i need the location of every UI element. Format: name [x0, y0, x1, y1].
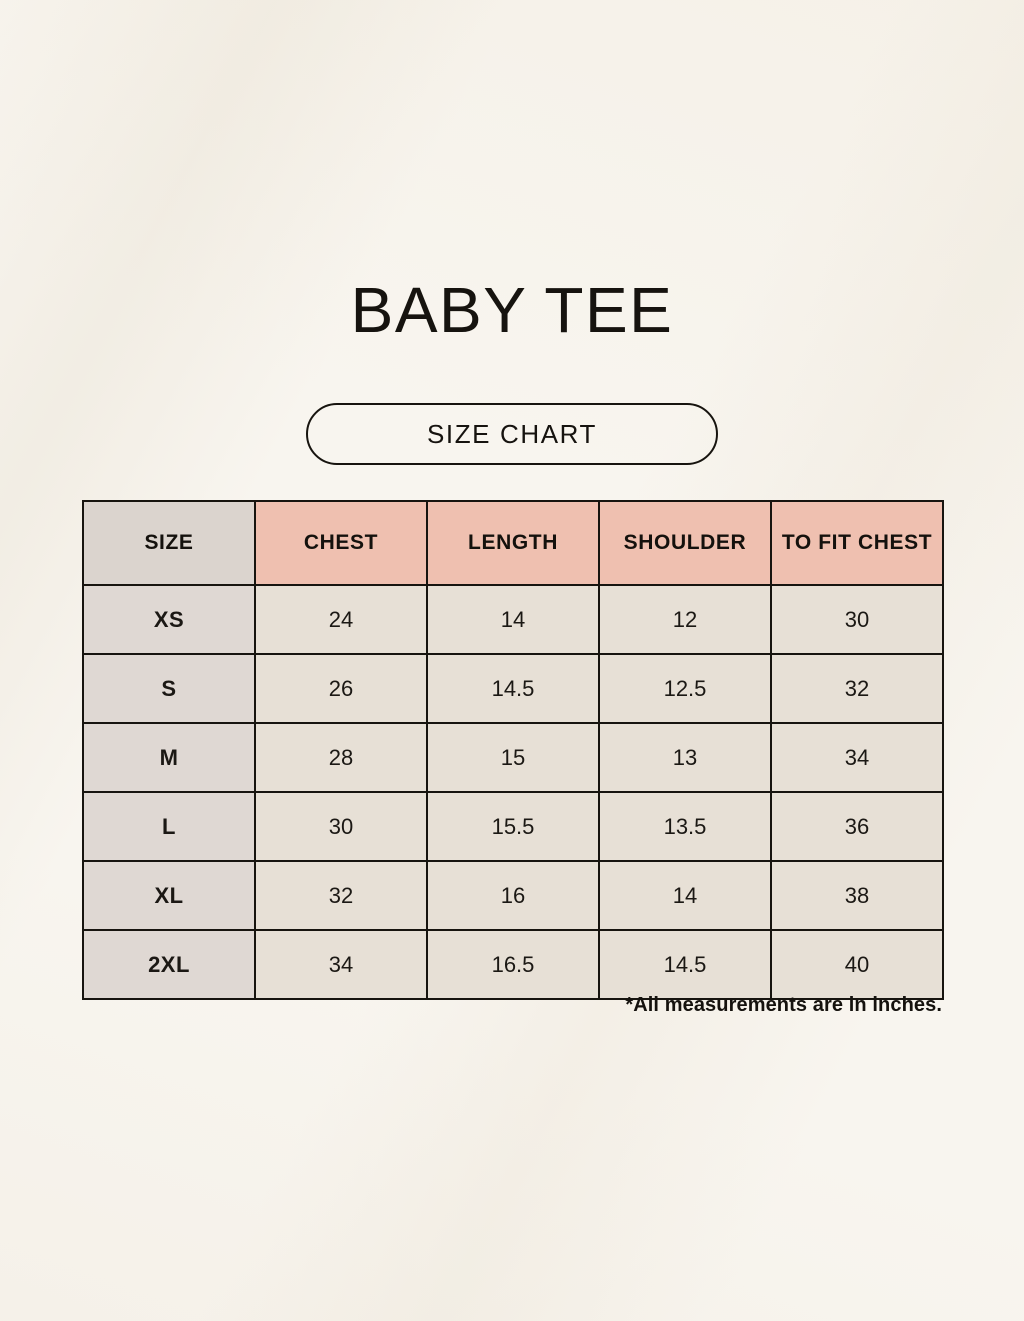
cell-to-fit-chest: 32	[770, 653, 944, 724]
cell-shoulder: 13	[598, 722, 772, 793]
column-header-to-fit-chest: TO FIT CHEST	[770, 500, 944, 586]
table-row: L 30 15.5 13.5 36	[82, 791, 944, 862]
table-row: M 28 15 13 34	[82, 722, 944, 793]
cell-to-fit-chest: 36	[770, 791, 944, 862]
table-header-row: SIZE CHEST LENGTH SHOULDER TO FIT CHEST	[82, 500, 944, 586]
cell-shoulder: 14	[598, 860, 772, 931]
cell-shoulder: 12.5	[598, 653, 772, 724]
size-chart-table: SIZE CHEST LENGTH SHOULDER TO FIT CHEST …	[82, 500, 944, 1000]
column-header-shoulder: SHOULDER	[598, 500, 772, 586]
page-title: BABY TEE	[350, 274, 674, 346]
table-row: 2XL 34 16.5 14.5 40	[82, 929, 944, 1000]
size-chart-badge-label: SIZE CHART	[426, 418, 598, 449]
cell-length: 15.5	[426, 791, 600, 862]
cell-chest: 32	[254, 860, 428, 931]
cell-chest: 26	[254, 653, 428, 724]
cell-shoulder: 12	[598, 584, 772, 655]
cell-size: M	[82, 722, 256, 793]
cell-length: 15	[426, 722, 600, 793]
cell-size: L	[82, 791, 256, 862]
column-header-length: LENGTH	[426, 500, 600, 586]
cell-size: XL	[82, 860, 256, 931]
cell-to-fit-chest: 30	[770, 584, 944, 655]
cell-size: S	[82, 653, 256, 724]
measurement-note: *All measurements are in inches.	[625, 994, 942, 1016]
cell-shoulder: 13.5	[598, 791, 772, 862]
cell-to-fit-chest: 40	[770, 929, 944, 1000]
cell-size: 2XL	[82, 929, 256, 1000]
cell-chest: 28	[254, 722, 428, 793]
cell-chest: 30	[254, 791, 428, 862]
cell-to-fit-chest: 38	[770, 860, 944, 931]
cell-shoulder: 14.5	[598, 929, 772, 1000]
cell-chest: 34	[254, 929, 428, 1000]
table-row: S 26 14.5 12.5 32	[82, 653, 944, 724]
table-row: XS 24 14 12 30	[82, 584, 944, 655]
column-header-size: SIZE	[82, 500, 256, 586]
cell-chest: 24	[254, 584, 428, 655]
column-header-chest: CHEST	[254, 500, 428, 586]
cell-length: 14.5	[426, 653, 600, 724]
size-chart-table-wrapper: SIZE CHEST LENGTH SHOULDER TO FIT CHEST …	[82, 500, 944, 1000]
cell-to-fit-chest: 34	[770, 722, 944, 793]
table-body: XS 24 14 12 30 S 26 14.5 12.5 32 M 28 15	[82, 584, 944, 1000]
table-header: SIZE CHEST LENGTH SHOULDER TO FIT CHEST	[82, 500, 944, 586]
size-chart-badge: SIZE CHART	[306, 403, 718, 465]
cell-length: 14	[426, 584, 600, 655]
cell-size: XS	[82, 584, 256, 655]
cell-length: 16.5	[426, 929, 600, 1000]
table-row: XL 32 16 14 38	[82, 860, 944, 931]
cell-length: 16	[426, 860, 600, 931]
